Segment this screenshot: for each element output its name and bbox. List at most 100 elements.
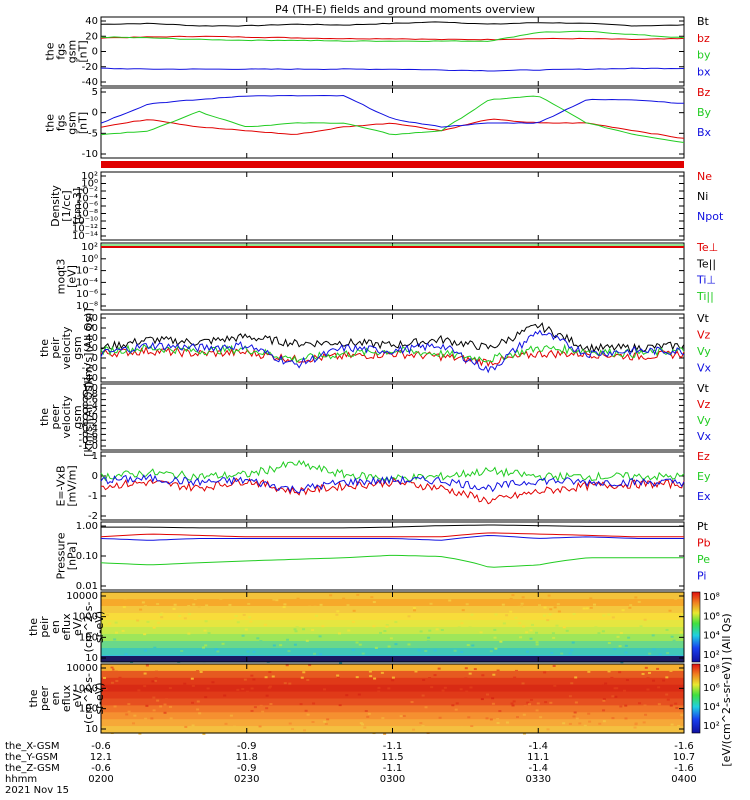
series-line-vx [100,329,685,374]
y-axis-label: sr-eV) [93,611,106,643]
spectrogram-pixel [493,636,497,639]
y-axis-label: [nPa] [66,542,79,570]
legend-label: Vx [697,430,712,443]
y-tick-label: -20 [82,62,98,73]
y-tick-label: 40 [85,333,98,344]
spectrogram-pixel [242,613,246,616]
spectrogram-pixel [656,667,660,670]
spectrogram-pixel [625,679,629,682]
spectrogram-pixel [156,603,160,606]
spectrogram-pixel [232,725,236,728]
legend-label: bx [697,66,711,79]
spectrogram-pixel [505,614,509,617]
y-tick-label: 1.0 [82,383,98,394]
spectrogram-pixel [549,608,553,611]
spectrogram-pixel [283,682,287,685]
y-tick-label: 100 [79,632,98,643]
spectrogram-pixel [391,676,395,679]
spectrogram-pixel [268,685,272,688]
legend-label: Pt [697,520,709,533]
spectrogram-pixel [143,672,147,675]
spectrogram-pixel [387,645,391,648]
spectrogram-pixel [482,729,486,732]
spectrogram-pixel [511,704,515,707]
ephemeris-value: -0.6 [91,741,111,752]
spectrogram-pixel [245,690,249,693]
spectrogram-pixel [319,653,323,656]
y-axis-label: [eV] [66,265,79,288]
spectrogram-pixel [143,633,147,636]
spectrogram-pixel [323,720,327,723]
spectrogram-pixel [618,671,622,674]
spectrogram-pixel [536,726,540,729]
spectrogram-pixel [407,615,411,618]
spectrogram-pixel [268,671,272,674]
spectrogram-pixel [641,672,645,675]
spectrogram-pixel [525,631,529,634]
y-tick-label: 10⁻² [76,266,98,277]
spectrogram-pixel [535,631,539,634]
spectrogram-pixel [611,695,615,698]
legend-label: Bt [697,15,710,28]
spectrogram-band [101,599,684,607]
series-line-by [100,95,685,143]
spectrogram-pixel [578,722,582,725]
spectrogram-pixel [512,700,516,703]
y-tick-label: 10000 [66,591,98,602]
spectrogram-pixel [296,597,300,600]
spectrogram-pixel [160,616,164,619]
legend-label: Pb [697,537,711,550]
spectrogram-pixel [137,689,141,692]
y-tick-label: 10² [81,171,98,182]
y-tick-label: 10² [81,242,98,253]
spectrogram-pixel [306,713,310,716]
y-tick-label: -20 [82,363,98,374]
spectrogram-pixel [468,626,472,629]
spectrogram-pixel [666,698,670,701]
panel-8: 1.00 0.10 0.01 Pressure[nPa] Pt Pb Pe Pi [55,520,711,592]
spectrogram-pixel [233,619,237,622]
spectrogram-pixel [250,674,254,677]
y-axis-label: [1/cc] [60,190,73,221]
spectrogram-pixel [372,625,376,628]
spectrogram-pixel [192,603,196,606]
spectrogram-band [101,613,684,621]
spectrogram-pixel [441,689,445,692]
ephemeris-value: 0200 [88,774,113,785]
spectrogram-pixel [543,671,547,674]
spectrogram-pixel [258,725,262,728]
spectrogram-pixel [602,709,606,712]
spectrogram-pixel [159,705,163,708]
spectrogram-pixel [546,728,550,731]
spectrogram-pixel [152,626,156,629]
spectrogram-pixel [127,703,131,706]
y-tick-label: 20 [85,31,98,42]
spectrogram-pixel [470,613,474,616]
spectrogram-pixel [308,605,312,608]
spectrogram-pixel [522,713,526,716]
spectrogram-pixel [337,632,341,635]
y-tick-label: 40 [85,16,98,27]
spectrogram-pixel [168,687,172,690]
ephemeris-table: the_X-GSMthe_Y-GSMthe_Z-GSMhhmm-0.612.1-… [5,741,697,785]
ephemeris-value: -1.4 [528,763,548,774]
spectrogram-pixel [557,610,561,613]
y-axis-label: moqt3 [55,259,68,295]
y-tick-label: 0.4 [82,400,98,411]
spectrogram-pixel [589,606,593,609]
spectrogram-pixel [481,674,485,677]
y-tick-label: 0 [92,47,98,58]
spectrogram-pixel [407,643,411,646]
y-tick-label: -5 [88,128,98,139]
ephemeris-value: 11.1 [527,752,549,763]
spectrogram-pixel [151,680,155,683]
spectrogram-pixel [631,664,635,667]
spectrogram-pixel [399,715,403,718]
spectrogram-pixel [535,709,539,712]
series-line-ex [100,473,685,494]
ephemeris-value: -0.6 [91,763,111,774]
spectrogram-pixel [243,678,247,681]
spectrogram-pixel [136,619,140,622]
ephemeris-value: 12.1 [90,752,112,763]
spectrogram-pixel [361,652,365,655]
